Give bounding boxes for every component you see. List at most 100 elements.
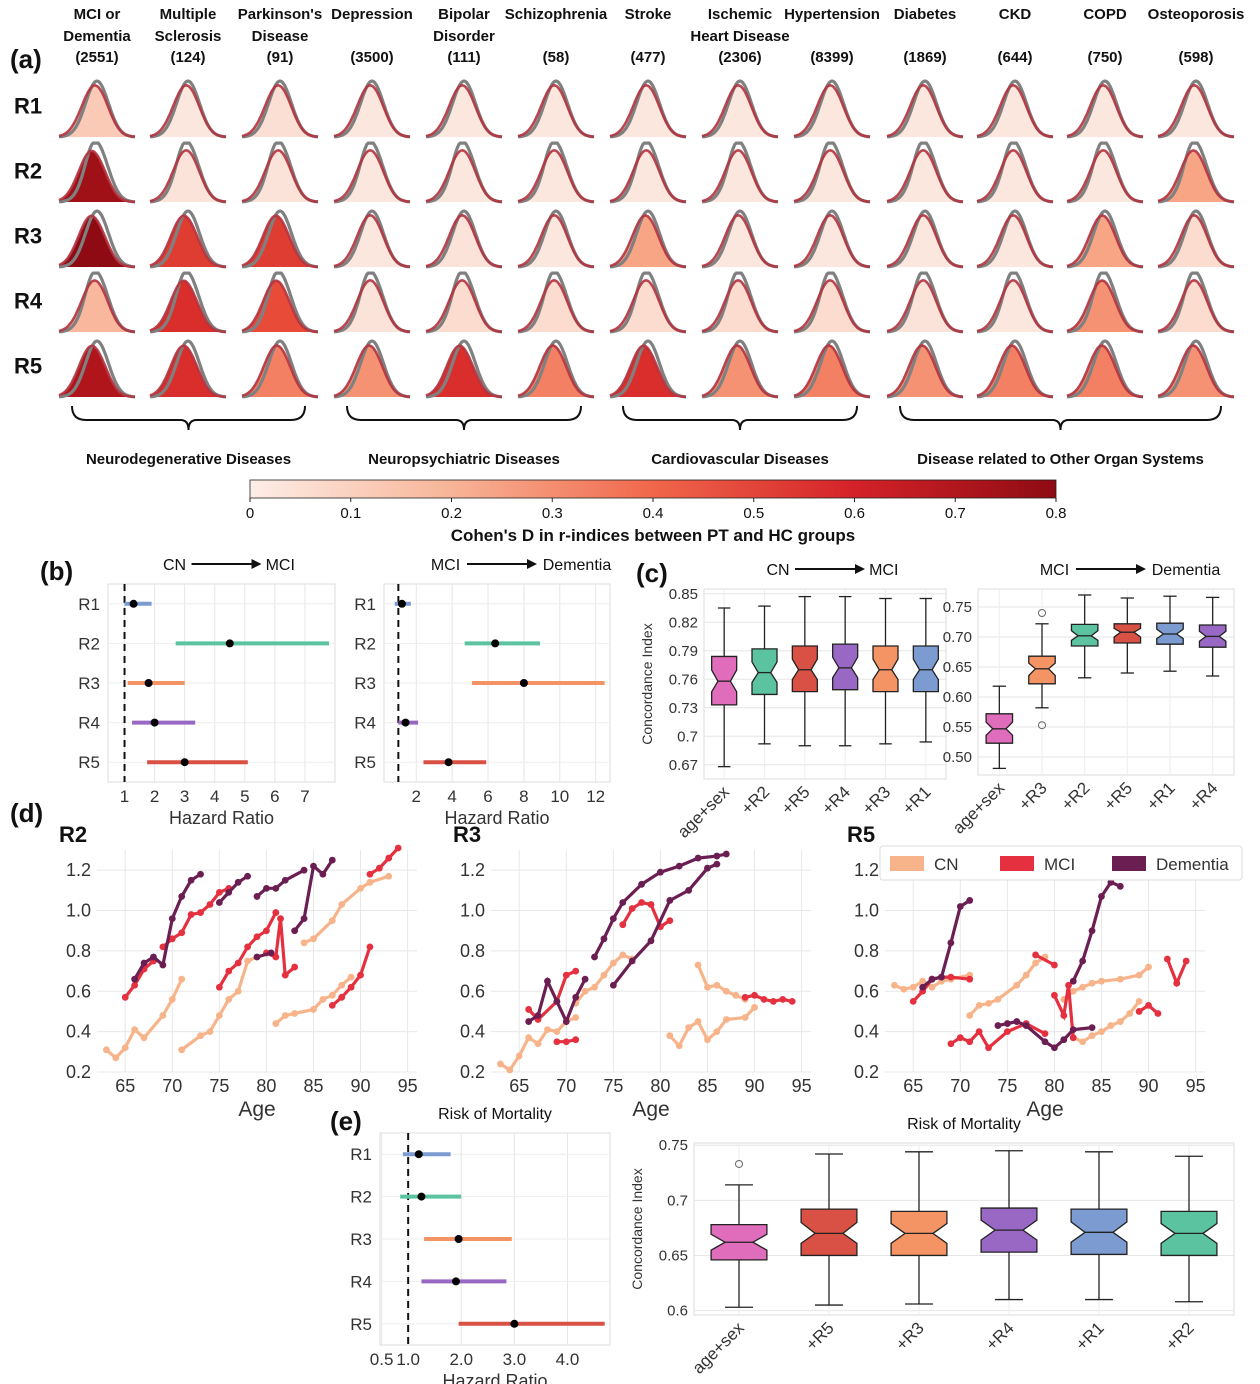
trajectory-point xyxy=(1145,1002,1152,1009)
x-tick-label: 3.0 xyxy=(503,1350,527,1369)
trajectory-point xyxy=(985,999,992,1007)
y-tick-label: 0.75 xyxy=(943,599,972,616)
x-tick-label: 6 xyxy=(270,787,279,806)
trajectory-point xyxy=(131,975,139,983)
density-cell xyxy=(1066,271,1144,334)
pt-density-line xyxy=(241,84,319,138)
pt-density-line xyxy=(793,149,871,203)
trajectory-point xyxy=(994,995,1002,1003)
pt-density-line xyxy=(425,84,503,138)
x-axis-label: Age xyxy=(1026,1098,1063,1121)
y-tick-label: 1.0 xyxy=(66,901,91,921)
trajectory-point xyxy=(244,872,251,880)
trajectory-point xyxy=(647,901,655,908)
title-to: Dementia xyxy=(1152,562,1221,579)
y-tick-label: 0.2 xyxy=(460,1062,485,1082)
trajectory-point xyxy=(1069,987,1077,995)
disease-label: Diabetes xyxy=(894,6,957,23)
x-tick-label: 2.0 xyxy=(449,1350,473,1369)
density-cell xyxy=(517,271,595,334)
trajectory-point xyxy=(385,854,393,862)
x-tick-label: 95 xyxy=(792,1076,812,1096)
group-label: Disease related to Other Organ Systems xyxy=(917,451,1204,468)
trajectory-point xyxy=(121,993,129,1001)
y-tick-label: 1.2 xyxy=(854,860,879,880)
x-tick-label: 70 xyxy=(950,1076,970,1096)
disease-label: (1869) xyxy=(903,49,946,66)
trajectory-point xyxy=(1079,957,1087,965)
pt-density-line xyxy=(149,84,227,138)
pt-density-fill xyxy=(59,345,135,397)
trajectory-point xyxy=(375,864,383,872)
trajectory-point xyxy=(562,971,570,979)
x-tick-label: +R4 xyxy=(1186,778,1222,814)
trajectory-point xyxy=(159,1012,167,1019)
trajectory-point xyxy=(244,957,251,965)
trajectory-point xyxy=(975,1028,983,1036)
trajectory-point xyxy=(572,1036,580,1044)
trajectory-point xyxy=(666,917,674,925)
y-tick-label: 0.7 xyxy=(677,728,698,745)
pt-density-fill xyxy=(59,215,135,267)
x-tick-label: 4 xyxy=(210,787,219,806)
trajectory-line xyxy=(369,846,400,876)
pt-density-line xyxy=(517,279,595,333)
x-tick-label: 65 xyxy=(509,1076,529,1096)
trajectory-point xyxy=(666,1032,674,1040)
trajectory-point xyxy=(319,995,327,1003)
pt-density-line xyxy=(1157,344,1235,399)
hr-point xyxy=(451,1277,460,1286)
trajectory-point xyxy=(366,878,374,886)
density-cell xyxy=(701,79,779,139)
trajectory-point xyxy=(788,997,796,1005)
trajectory-point xyxy=(338,981,346,989)
hr-point xyxy=(444,758,453,767)
trajectory-plot: 65 70 75 80 85 90 95 0.2 0.4 0.6 0.8 1.0 1.2 Age R5 xyxy=(847,822,1206,1121)
x-axis-label: Age xyxy=(632,1098,669,1121)
trajectory-point xyxy=(909,983,917,991)
trajectory-point xyxy=(928,975,936,983)
x-tick-label: +R1 xyxy=(1072,1318,1108,1354)
density-grid: MCI or Dementia (2551) Multiple Sclerosis (12… xyxy=(14,6,1244,399)
y-tick-label: 0.8 xyxy=(460,941,485,961)
trajectory-point xyxy=(168,915,176,923)
trajectory-point xyxy=(319,870,327,878)
trajectory-point xyxy=(253,893,261,900)
x-tick-label: 90 xyxy=(745,1076,765,1096)
density-cell xyxy=(793,79,871,139)
box xyxy=(872,645,899,693)
y-tick-label: 0.65 xyxy=(943,659,972,676)
x-tick-label: +R2 xyxy=(1162,1318,1198,1354)
box-plot: 0.50 0.55 0.60 0.65 0.70 0.75 age+sex +R3 +R2 +R5… xyxy=(943,562,1235,838)
trajectory-dementia xyxy=(994,1018,1096,1052)
y-tick-label: 0.85 xyxy=(669,586,698,603)
pt-density-line xyxy=(609,344,686,399)
trajectory-dementia xyxy=(291,856,336,935)
trajectory-point xyxy=(215,1012,223,1019)
y-tick-label: 1.0 xyxy=(854,901,879,921)
x-tick-label: +R3 xyxy=(858,782,894,818)
trajectory-point xyxy=(253,953,261,961)
trajectory-point xyxy=(572,967,580,975)
pt-density-line xyxy=(793,214,871,268)
x-tick-label: +R1 xyxy=(1143,778,1179,814)
y-tick-label: 0.65 xyxy=(659,1247,688,1264)
group-bracket xyxy=(622,405,858,431)
hr-point xyxy=(401,718,410,727)
pt-density-line xyxy=(149,344,226,399)
plot-area xyxy=(491,850,811,1072)
density-cell xyxy=(886,79,964,139)
trajectory-point xyxy=(947,973,955,981)
box xyxy=(800,1208,858,1257)
y-tick-label: 0.73 xyxy=(669,700,698,717)
x-tick-label: 85 xyxy=(303,1076,323,1096)
density-cell xyxy=(976,339,1054,399)
pt-density-line xyxy=(333,84,411,138)
trajectory-point xyxy=(694,1018,702,1025)
trajectory-point xyxy=(966,975,974,983)
trajectory-point xyxy=(1060,1012,1068,1019)
pt-density-line xyxy=(701,344,779,399)
trajectory-point xyxy=(609,959,617,967)
pt-density-line xyxy=(701,214,779,268)
x-tick-label: 10 xyxy=(550,787,569,806)
